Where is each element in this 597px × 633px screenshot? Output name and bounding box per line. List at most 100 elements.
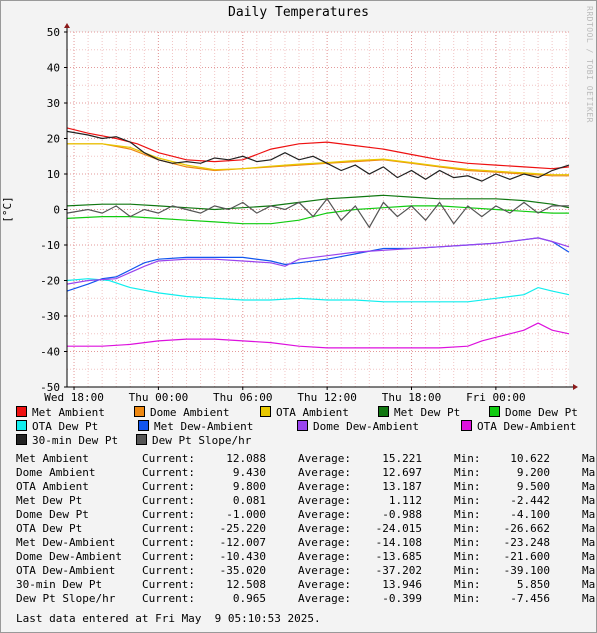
stat-min: 5.850 xyxy=(516,578,550,591)
stat-average-header: Average: xyxy=(298,564,351,577)
legend-swatch xyxy=(16,406,27,417)
stat-label: OTA Dew Pt xyxy=(16,522,83,535)
stat-current: 0.081 xyxy=(232,494,266,507)
legend-label: Dome Dew-Ambient xyxy=(313,420,419,433)
legend-swatch xyxy=(138,420,149,431)
stat-max-header: Ma xyxy=(582,494,596,507)
stat-min-header: Min: xyxy=(454,578,481,591)
stat-average-header: Average: xyxy=(298,466,351,479)
x-tick-label: Thu 12:00 xyxy=(297,391,357,404)
x-tick-label: Thu 06:00 xyxy=(213,391,273,404)
stat-current: -10.430 xyxy=(219,550,266,563)
y-tick-label: -30 xyxy=(40,310,60,323)
legend-label: OTA Ambient xyxy=(276,406,349,419)
y-tick-label: 40 xyxy=(47,62,60,75)
legend-swatch xyxy=(260,406,271,417)
stat-current-header: Current: xyxy=(142,494,195,507)
stat-current-header: Current: xyxy=(142,480,195,493)
stat-max-header: Ma xyxy=(582,564,596,577)
stat-current-header: Current: xyxy=(142,578,195,591)
stat-current-header: Current: xyxy=(142,536,195,549)
legend-item: OTA Dew Pt xyxy=(16,420,98,433)
stat-label: OTA Dew-Ambient xyxy=(16,564,116,577)
stat-current: 12.088 xyxy=(226,452,266,465)
stat-min: 9.200 xyxy=(516,466,550,479)
stat-current: 12.508 xyxy=(226,578,266,591)
legend-swatch xyxy=(461,420,472,431)
stat-min: -4.100 xyxy=(510,508,550,521)
stat-current-header: Current: xyxy=(142,508,195,521)
stat-average: 15.221 xyxy=(382,452,422,465)
stat-min: 10.622 xyxy=(510,452,550,465)
stat-current-header: Current: xyxy=(142,452,195,465)
stat-current-header: Current: xyxy=(142,592,195,605)
stat-average-header: Average: xyxy=(298,592,351,605)
y-tick-label: 10 xyxy=(47,168,60,181)
rrdtool-watermark: RRDTOOL / TOBI OETIKER xyxy=(585,6,594,123)
chart-title: Daily Temperatures xyxy=(228,5,369,20)
stat-min-header: Min: xyxy=(454,508,481,521)
stat-current-header: Current: xyxy=(142,466,195,479)
stat-average: -14.108 xyxy=(375,536,422,549)
stat-label: 30-min Dew Pt xyxy=(16,578,103,591)
x-tick-label: Thu 18:00 xyxy=(382,391,442,404)
stat-current: -12.007 xyxy=(219,536,266,549)
legend-swatch xyxy=(16,434,27,445)
stat-average-header: Average: xyxy=(298,480,351,493)
stat-current-header: Current: xyxy=(142,522,195,535)
legend-item: Dome Ambient xyxy=(134,406,229,419)
y-tick-label: -40 xyxy=(40,346,60,359)
stat-average-header: Average: xyxy=(298,452,351,465)
legend-swatch xyxy=(134,406,145,417)
y-tick-label: 20 xyxy=(47,133,60,146)
legend-label: OTA Dew-Ambient xyxy=(477,420,577,433)
y-tick-label: -20 xyxy=(40,275,60,288)
legend-swatch xyxy=(297,420,308,431)
x-tick-label: Thu 00:00 xyxy=(129,391,189,404)
stat-current-header: Current: xyxy=(142,550,195,563)
legend-label: Met Dew Pt xyxy=(394,406,461,419)
legend-label: Met Ambient xyxy=(32,406,105,419)
series-line-met-ambient xyxy=(66,127,570,170)
stat-label: Met Ambient xyxy=(16,452,89,465)
last-data-entered: Last data entered at Fri May 9 05:10:53 … xyxy=(16,612,321,625)
legend-swatch xyxy=(136,434,147,445)
stat-current: -35.020 xyxy=(219,564,266,577)
y-tick-label: 30 xyxy=(47,97,60,110)
stat-average-header: Average: xyxy=(298,508,351,521)
legend-item: Dew Pt Slope/hr xyxy=(136,434,251,447)
stat-label: Dew Pt Slope/hr xyxy=(16,592,116,605)
stat-max-header: Ma xyxy=(582,508,596,521)
stat-min: -26.662 xyxy=(503,522,550,535)
y-tick-label: -10 xyxy=(40,239,60,252)
stat-max-header: Ma xyxy=(582,578,596,591)
series-line-ota-dew-pt xyxy=(66,278,570,303)
series-line-ota-dew-ambient xyxy=(67,322,570,349)
stat-min-header: Min: xyxy=(454,592,481,605)
stat-average: -37.202 xyxy=(375,564,422,577)
stat-min-header: Min: xyxy=(454,550,481,563)
stat-current: 9.800 xyxy=(232,480,266,493)
stat-min: -2.442 xyxy=(510,494,550,507)
x-tick-label: Fri 00:00 xyxy=(466,391,526,404)
legend-swatch xyxy=(16,420,27,431)
series-line-ota-ambient xyxy=(67,143,569,176)
legend-swatch xyxy=(489,406,500,417)
stat-min: -39.100 xyxy=(503,564,550,577)
stat-average-header: Average: xyxy=(298,494,351,507)
stat-min-header: Min: xyxy=(454,494,481,507)
legend-label: Dome Ambient xyxy=(150,406,230,419)
stat-average-header: Average: xyxy=(298,550,351,563)
stat-label: OTA Ambient xyxy=(16,480,89,493)
stat-average: 13.946 xyxy=(382,578,422,591)
stat-current: 0.965 xyxy=(232,592,266,605)
stat-max-header: Ma xyxy=(582,522,596,535)
stat-max-header: Ma xyxy=(582,550,596,563)
stat-max-header: Ma xyxy=(582,592,596,605)
legend-item: OTA Ambient xyxy=(260,406,349,419)
series-line-dome-dew-pt xyxy=(66,205,569,225)
stat-max-header: Ma xyxy=(582,452,596,465)
stat-min-header: Min: xyxy=(454,452,481,465)
legend-swatch xyxy=(378,406,389,417)
